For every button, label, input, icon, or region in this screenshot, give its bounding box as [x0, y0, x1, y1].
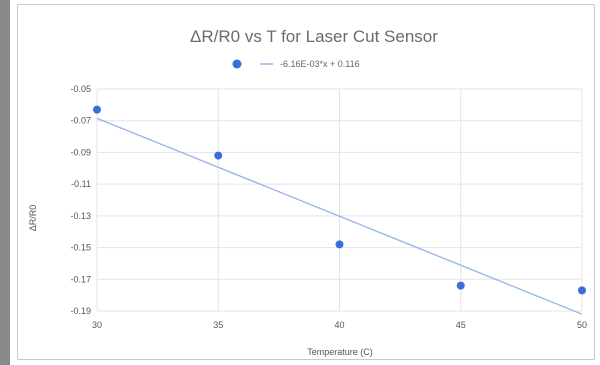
y-tick-label: -0.07	[70, 116, 91, 126]
gridlines	[96, 88, 583, 312]
y-tick-label: -0.17	[70, 274, 91, 284]
legend-point-marker	[232, 59, 242, 69]
x-tick-label: 45	[456, 320, 466, 330]
data-point	[578, 286, 586, 295]
x-tick-label: 30	[92, 320, 102, 330]
y-tick-label: -0.15	[70, 243, 91, 253]
y-tick-label: -0.19	[70, 306, 91, 316]
x-axis-title: Temperature (C)	[307, 347, 373, 357]
data-point	[456, 281, 465, 290]
data-point	[214, 151, 223, 160]
data-point	[335, 240, 344, 249]
data-point	[93, 105, 101, 114]
y-tick-label: -0.05	[70, 84, 91, 94]
x-tick-label: 35	[213, 320, 223, 330]
x-tick-labels: 30 35 40 45 50	[92, 320, 587, 330]
x-tick-label: 50	[577, 320, 587, 330]
y-tick-labels: -0.05 -0.07 -0.09 -0.11 -0.13 -0.15 -0.17 -0.19	[70, 84, 91, 316]
chart-frame	[17, 4, 595, 360]
y-tick-label: -0.13	[70, 211, 91, 221]
legend: -6.16E-03*x + 0.116	[232, 59, 360, 69]
y-tick-label: -0.11	[71, 179, 91, 189]
x-tick-label: 40	[334, 320, 344, 330]
chart-title: ΔR/R0 vs T for Laser Cut Sensor	[190, 27, 438, 46]
y-axis-title: ΔR/R0	[28, 205, 38, 232]
trendline	[96, 117, 583, 315]
legend-trendline-label: -6.16E-03*x + 0.116	[280, 59, 360, 69]
data-points	[93, 105, 586, 295]
left-edge-bar	[0, 0, 10, 365]
y-tick-label: -0.09	[70, 147, 91, 157]
